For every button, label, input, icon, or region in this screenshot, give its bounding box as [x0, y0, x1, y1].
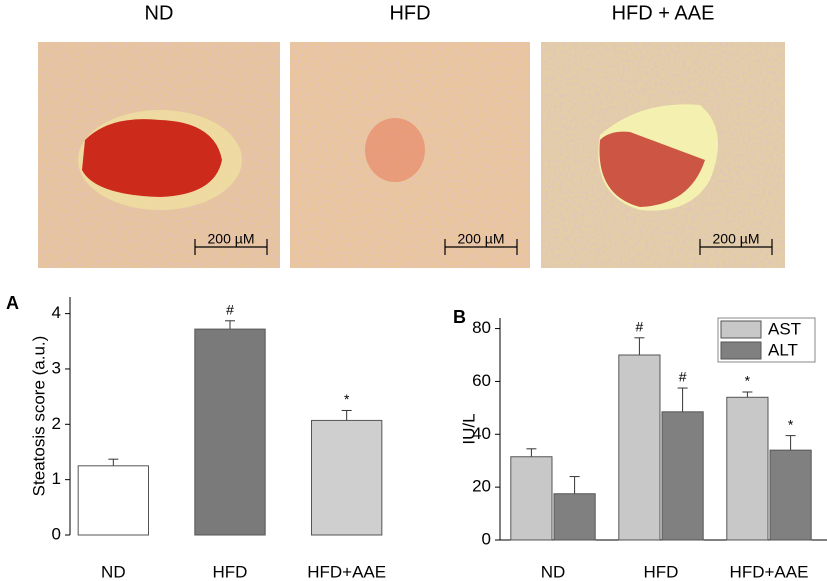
x-tick-label: HFD+AAE [730, 562, 809, 581]
micrograph-hfd-aae [541, 42, 785, 268]
y-axis-label: IU/L [459, 413, 478, 444]
bar [553, 493, 596, 541]
y-tick-label: 4 [52, 303, 61, 322]
y-tick-label: 40 [472, 424, 491, 443]
x-tick-label: ND [101, 562, 126, 581]
y-tick-label: 2 [52, 414, 61, 433]
significance-marker: * [344, 391, 350, 407]
x-tick-label: ND [541, 562, 566, 581]
bar [769, 449, 812, 541]
y-tick-label: 0 [52, 524, 61, 543]
x-tick-label: HFD [213, 562, 248, 581]
y-tick-label: 1 [52, 469, 61, 488]
micrograph-nd [38, 42, 280, 268]
x-tick-label: HFD+AAE [307, 562, 386, 581]
y-axis-label: Steatosis score (a.u.) [29, 336, 48, 497]
y-tick-label: 3 [52, 358, 61, 377]
legend-label: ALT [768, 340, 798, 359]
legend-swatch [720, 320, 762, 339]
y-tick-label: 80 [472, 318, 491, 337]
significance-marker: # [226, 302, 234, 318]
micrograph-hfd [290, 42, 530, 268]
significance-marker: # [636, 319, 644, 335]
legend-label: AST [768, 319, 801, 338]
micrograph-label: HFD [389, 2, 430, 24]
significance-marker: * [745, 373, 751, 389]
bar [77, 465, 149, 536]
significance-marker: * [788, 416, 794, 432]
y-tick-label: 20 [472, 477, 491, 496]
bar [618, 354, 661, 541]
bar [194, 328, 266, 536]
scale-bar-label: 200 µM [458, 231, 505, 247]
bar [311, 419, 383, 536]
scale-bar-label: 200 µM [713, 231, 760, 247]
panel-label: A [6, 293, 19, 313]
panel-label: B [453, 307, 466, 327]
y-tick-label: 0 [482, 529, 491, 548]
micrograph-label: ND [145, 2, 174, 24]
bar [510, 456, 553, 541]
x-tick-label: HFD [644, 562, 679, 581]
bar [726, 396, 769, 541]
scale-bar-label: 200 µM [208, 231, 255, 247]
y-tick-label: 60 [472, 371, 491, 390]
legend-swatch [720, 341, 762, 360]
significance-marker: # [679, 369, 687, 385]
bar [661, 411, 704, 541]
micrograph-label: HFD + AAE [612, 2, 715, 24]
